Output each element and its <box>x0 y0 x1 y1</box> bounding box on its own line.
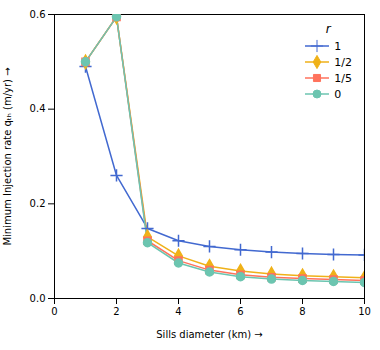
svg-text:Minimum Injection rate qₜₕ (m/: Minimum Injection rate qₜₕ (m/yr) → <box>2 67 13 245</box>
svg-text:0: 0 <box>51 306 57 317</box>
svg-text:0.2: 0.2 <box>30 198 46 209</box>
html-text:1: 1 <box>334 39 342 53</box>
svg-text:4: 4 <box>175 306 181 317</box>
svg-text:Sills diameter (km) →: Sills diameter (km) → <box>156 329 262 340</box>
html-text:0: 0 <box>334 87 342 101</box>
html-text:r: r <box>325 22 331 36</box>
svg-text:10: 10 <box>358 306 371 317</box>
html-text:1/5: 1/5 <box>334 71 352 85</box>
svg-text:8: 8 <box>299 306 305 317</box>
svg-text:0.4: 0.4 <box>30 103 46 114</box>
svg-text:0.6: 0.6 <box>30 9 46 20</box>
svg-text:0.0: 0.0 <box>30 293 46 304</box>
svg-text:2: 2 <box>113 306 119 317</box>
html-text:1/2: 1/2 <box>334 55 352 69</box>
svg-text:6: 6 <box>237 306 243 317</box>
